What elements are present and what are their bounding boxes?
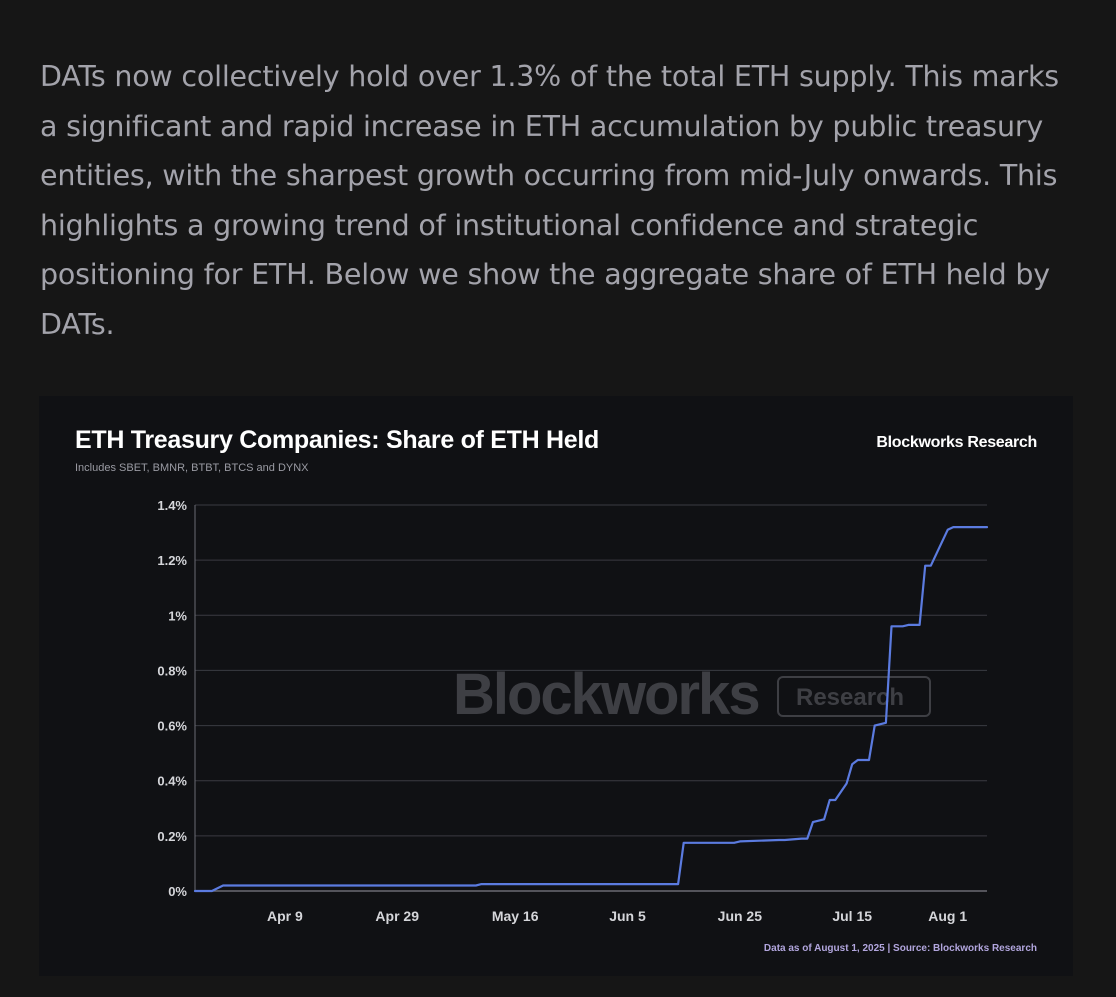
- y-tick-label: 1.2%: [157, 553, 187, 568]
- series-line-share-of-eth: [193, 526, 989, 893]
- grid-lines: [195, 504, 987, 837]
- watermark-blockworks: Blockworks: [453, 662, 759, 727]
- tick-labels: 0% 0.2% 0.4% 0.6% 0.8% 1% 1.2% 1.4% Apr 9 Apr 29 M…: [157, 498, 967, 924]
- axes: [194, 505, 987, 892]
- source-note: Data as of August 1, 2025 | Source: Bloc…: [763, 943, 1037, 954]
- series: [193, 526, 989, 893]
- x-tick-label: May 16: [492, 908, 539, 924]
- chart-subtitle: Includes SBET, BMNR, BTBT, BTCS and DYNX: [75, 462, 309, 474]
- x-tick-label: Jul 15: [832, 908, 872, 924]
- article-paragraph: DATs now collectively hold over 1.3% of …: [40, 60, 1059, 341]
- y-tick-label: 1%: [168, 608, 187, 623]
- x-tick-label: Aug 1: [928, 908, 967, 924]
- x-tick-label: Apr 9: [267, 908, 303, 924]
- brand-logo-text: Blockworks Research: [876, 434, 1037, 451]
- x-tick-label: Jun 5: [609, 908, 646, 924]
- y-tick-label: 1.4%: [157, 498, 187, 513]
- chart-card: ETH Treasury Companies: Share of ETH Hel…: [39, 396, 1073, 976]
- chart-title: ETH Treasury Companies: Share of ETH Hel…: [75, 426, 599, 454]
- y-tick-label: 0.4%: [157, 774, 187, 789]
- y-tick-label: 0.2%: [157, 829, 187, 844]
- y-tick-label: 0.6%: [157, 719, 187, 734]
- watermark: Blockworks Research: [453, 662, 931, 727]
- line-chart: Blockworks Research 0% 0.2% 0.4% 0.6% 0.8% 1%…: [157, 498, 989, 924]
- y-tick-label: 0%: [168, 884, 187, 899]
- watermark-badge: [777, 676, 931, 717]
- x-tick-label: Jun 25: [718, 908, 763, 924]
- y-tick-label: 0.8%: [157, 663, 187, 678]
- x-tick-label: Apr 29: [375, 908, 419, 924]
